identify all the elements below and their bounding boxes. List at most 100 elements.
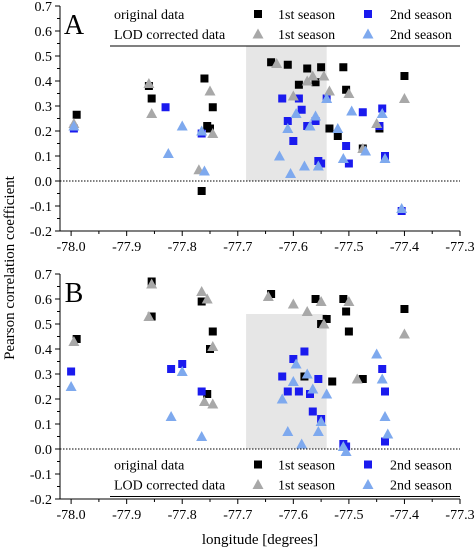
data-point	[285, 168, 297, 178]
data-point	[262, 291, 274, 301]
data-point	[72, 335, 81, 343]
data-point	[317, 159, 326, 168]
x-tick-label: -78.0	[57, 508, 86, 523]
data-point	[143, 78, 155, 88]
panel-label: B	[65, 278, 84, 309]
data-point	[379, 153, 391, 163]
data-point	[289, 137, 298, 145]
y-tick-label: 0.1	[35, 418, 53, 433]
y-tick-label: 0.7	[35, 0, 53, 15]
data-point	[371, 118, 383, 128]
data-point	[322, 315, 331, 323]
data-point	[176, 120, 188, 131]
data-point	[379, 411, 391, 421]
data-point	[161, 103, 170, 112]
y-tick-label: -0.1	[30, 468, 52, 483]
data-point	[312, 160, 324, 171]
data-point	[287, 90, 299, 101]
data-point	[381, 387, 389, 396]
data-point	[208, 103, 217, 112]
data-point	[398, 328, 410, 339]
data-point	[283, 117, 292, 125]
x-tick-label: -77.8	[168, 240, 197, 255]
y-tick-label: -0.1	[30, 200, 52, 215]
data-point	[321, 93, 333, 103]
data-point	[68, 120, 80, 131]
data-point	[290, 108, 302, 118]
data-point	[310, 110, 322, 121]
legend-label: 1st season	[278, 8, 335, 23]
legend-marker	[252, 479, 264, 489]
x-tick-label: -77.6	[279, 240, 308, 255]
data-point	[301, 306, 313, 316]
data-point	[332, 123, 344, 133]
y-tick-label: 0.3	[35, 100, 53, 115]
y-tick-label: 0.1	[35, 150, 53, 165]
data-point	[311, 295, 320, 303]
data-point	[400, 305, 409, 313]
data-point	[360, 145, 372, 156]
y-tick-label: 0.4	[35, 343, 53, 358]
data-point	[371, 348, 383, 359]
data-point	[351, 373, 363, 384]
data-point	[315, 296, 327, 306]
data-point	[207, 128, 219, 138]
data-point	[318, 70, 330, 81]
data-point	[306, 390, 314, 398]
data-point	[317, 63, 326, 72]
legend-label: 2nd season	[390, 479, 452, 494]
legend-label: original data	[114, 8, 185, 23]
legend-label: 2nd season	[390, 28, 452, 43]
data-point	[382, 428, 394, 439]
y-tick-label: 0.6	[35, 25, 53, 40]
data-point	[301, 368, 313, 379]
legend-marker	[364, 10, 372, 18]
data-point	[321, 388, 333, 399]
data-point	[376, 108, 388, 118]
legend-marker	[364, 460, 372, 469]
panel-a: -0.2 -0.1 0.0 0.1 0.2 0.3 0.4 0.5 0.6 0.7 -78.0 -77…	[30, 0, 475, 255]
y-tick-label: -0.2	[30, 225, 52, 240]
y-tick-label: 0.7	[35, 268, 53, 283]
x-tick-label: -77.6	[279, 508, 308, 523]
data-point	[342, 85, 351, 94]
data-point	[162, 148, 174, 158]
legend: original data LOD corrected data 1st seaso…	[110, 459, 460, 497]
data-point	[358, 375, 367, 383]
data-point	[339, 63, 348, 72]
legend-marker	[362, 28, 374, 39]
data-point	[346, 105, 358, 116]
data-point	[339, 295, 348, 303]
data-point	[198, 165, 210, 176]
data-point	[207, 341, 219, 351]
data-point	[196, 286, 208, 296]
data-point	[307, 383, 319, 394]
x-tick-label: -77.7	[223, 240, 252, 255]
panel-label: A	[64, 10, 85, 41]
y-tick-label: -0.2	[30, 493, 52, 508]
data-point	[208, 327, 217, 336]
data-point	[296, 438, 308, 449]
data-point	[311, 78, 320, 87]
data-point	[337, 153, 349, 163]
y-tick-label: 0.0	[35, 443, 53, 458]
data-point	[325, 124, 334, 133]
x-tick-label: -77.3	[445, 240, 474, 255]
data-point	[301, 75, 313, 86]
x-axis-label: longitude [degrees]	[202, 532, 318, 548]
data-point	[178, 360, 187, 368]
y-tick-label: 0.2	[35, 125, 53, 140]
data-point	[318, 318, 330, 329]
x-tick-label: -77.8	[168, 508, 197, 523]
data-point	[273, 150, 285, 161]
data-point	[203, 122, 212, 130]
x-tick-label: -77.5	[334, 508, 363, 523]
data-point	[201, 293, 213, 304]
data-point	[278, 94, 287, 103]
x-tick-label: -77.3	[445, 508, 474, 523]
data-point	[378, 365, 387, 373]
data-point	[197, 297, 206, 306]
data-point	[278, 372, 287, 381]
data-point	[283, 60, 292, 69]
